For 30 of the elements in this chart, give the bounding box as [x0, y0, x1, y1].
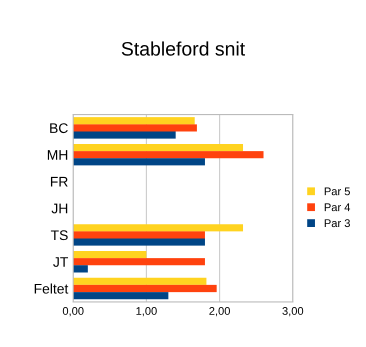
- y-tick-label: BC: [50, 123, 68, 134]
- legend-label: Par 3: [324, 219, 350, 228]
- bar: [73, 144, 244, 152]
- x-tick-label: 3,00: [282, 307, 304, 316]
- chart-title: Stableford snit: [122, 41, 246, 56]
- bar: [73, 292, 168, 300]
- bar: [73, 151, 264, 158]
- y-tick-label: Feltet: [34, 283, 68, 294]
- bar: [73, 265, 88, 272]
- bar: [73, 231, 205, 239]
- legend-label: Par 5: [324, 188, 350, 196]
- x-tick-label: 2,00: [209, 307, 230, 316]
- bar: [73, 158, 205, 166]
- y-tick-label: JH: [52, 204, 68, 214]
- bar: [73, 278, 206, 285]
- bar: [73, 131, 176, 139]
- bar: [73, 238, 205, 246]
- bar: [73, 258, 205, 266]
- y-tick-label: TS: [50, 230, 68, 240]
- x-tick-label: 0,00: [62, 307, 84, 316]
- bar: [73, 251, 146, 258]
- y-tick-label: JT: [53, 257, 68, 267]
- bar: [73, 284, 217, 292]
- bar: [73, 224, 244, 232]
- x-tick-label: 1,00: [136, 307, 157, 316]
- bar: [73, 124, 197, 132]
- y-tick-label: MH: [48, 150, 68, 160]
- legend-label: Par 4: [324, 203, 350, 212]
- y-tick-label: FR: [50, 176, 68, 186]
- bar: [73, 117, 195, 124]
